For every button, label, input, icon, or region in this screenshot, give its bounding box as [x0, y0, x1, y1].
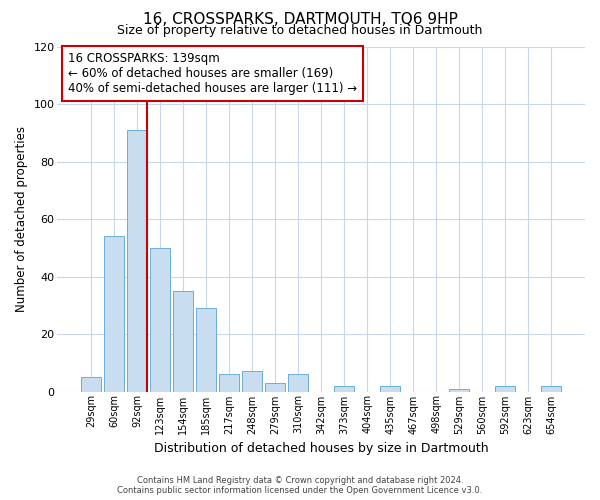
Bar — [334, 386, 354, 392]
Bar — [289, 374, 308, 392]
Text: Size of property relative to detached houses in Dartmouth: Size of property relative to detached ho… — [118, 24, 482, 37]
Bar — [541, 386, 561, 392]
Bar — [449, 388, 469, 392]
Bar — [82, 377, 101, 392]
Bar — [127, 130, 147, 392]
X-axis label: Distribution of detached houses by size in Dartmouth: Distribution of detached houses by size … — [154, 442, 488, 455]
Text: Contains HM Land Registry data © Crown copyright and database right 2024.
Contai: Contains HM Land Registry data © Crown c… — [118, 476, 482, 495]
Bar — [242, 372, 262, 392]
Bar — [173, 291, 193, 392]
Bar — [265, 383, 285, 392]
Bar — [104, 236, 124, 392]
Bar — [220, 374, 239, 392]
Text: 16 CROSSPARKS: 139sqm
← 60% of detached houses are smaller (169)
40% of semi-det: 16 CROSSPARKS: 139sqm ← 60% of detached … — [68, 52, 357, 94]
Bar — [496, 386, 515, 392]
Y-axis label: Number of detached properties: Number of detached properties — [15, 126, 28, 312]
Text: 16, CROSSPARKS, DARTMOUTH, TQ6 9HP: 16, CROSSPARKS, DARTMOUTH, TQ6 9HP — [143, 12, 457, 28]
Bar — [196, 308, 216, 392]
Bar — [151, 248, 170, 392]
Bar — [380, 386, 400, 392]
